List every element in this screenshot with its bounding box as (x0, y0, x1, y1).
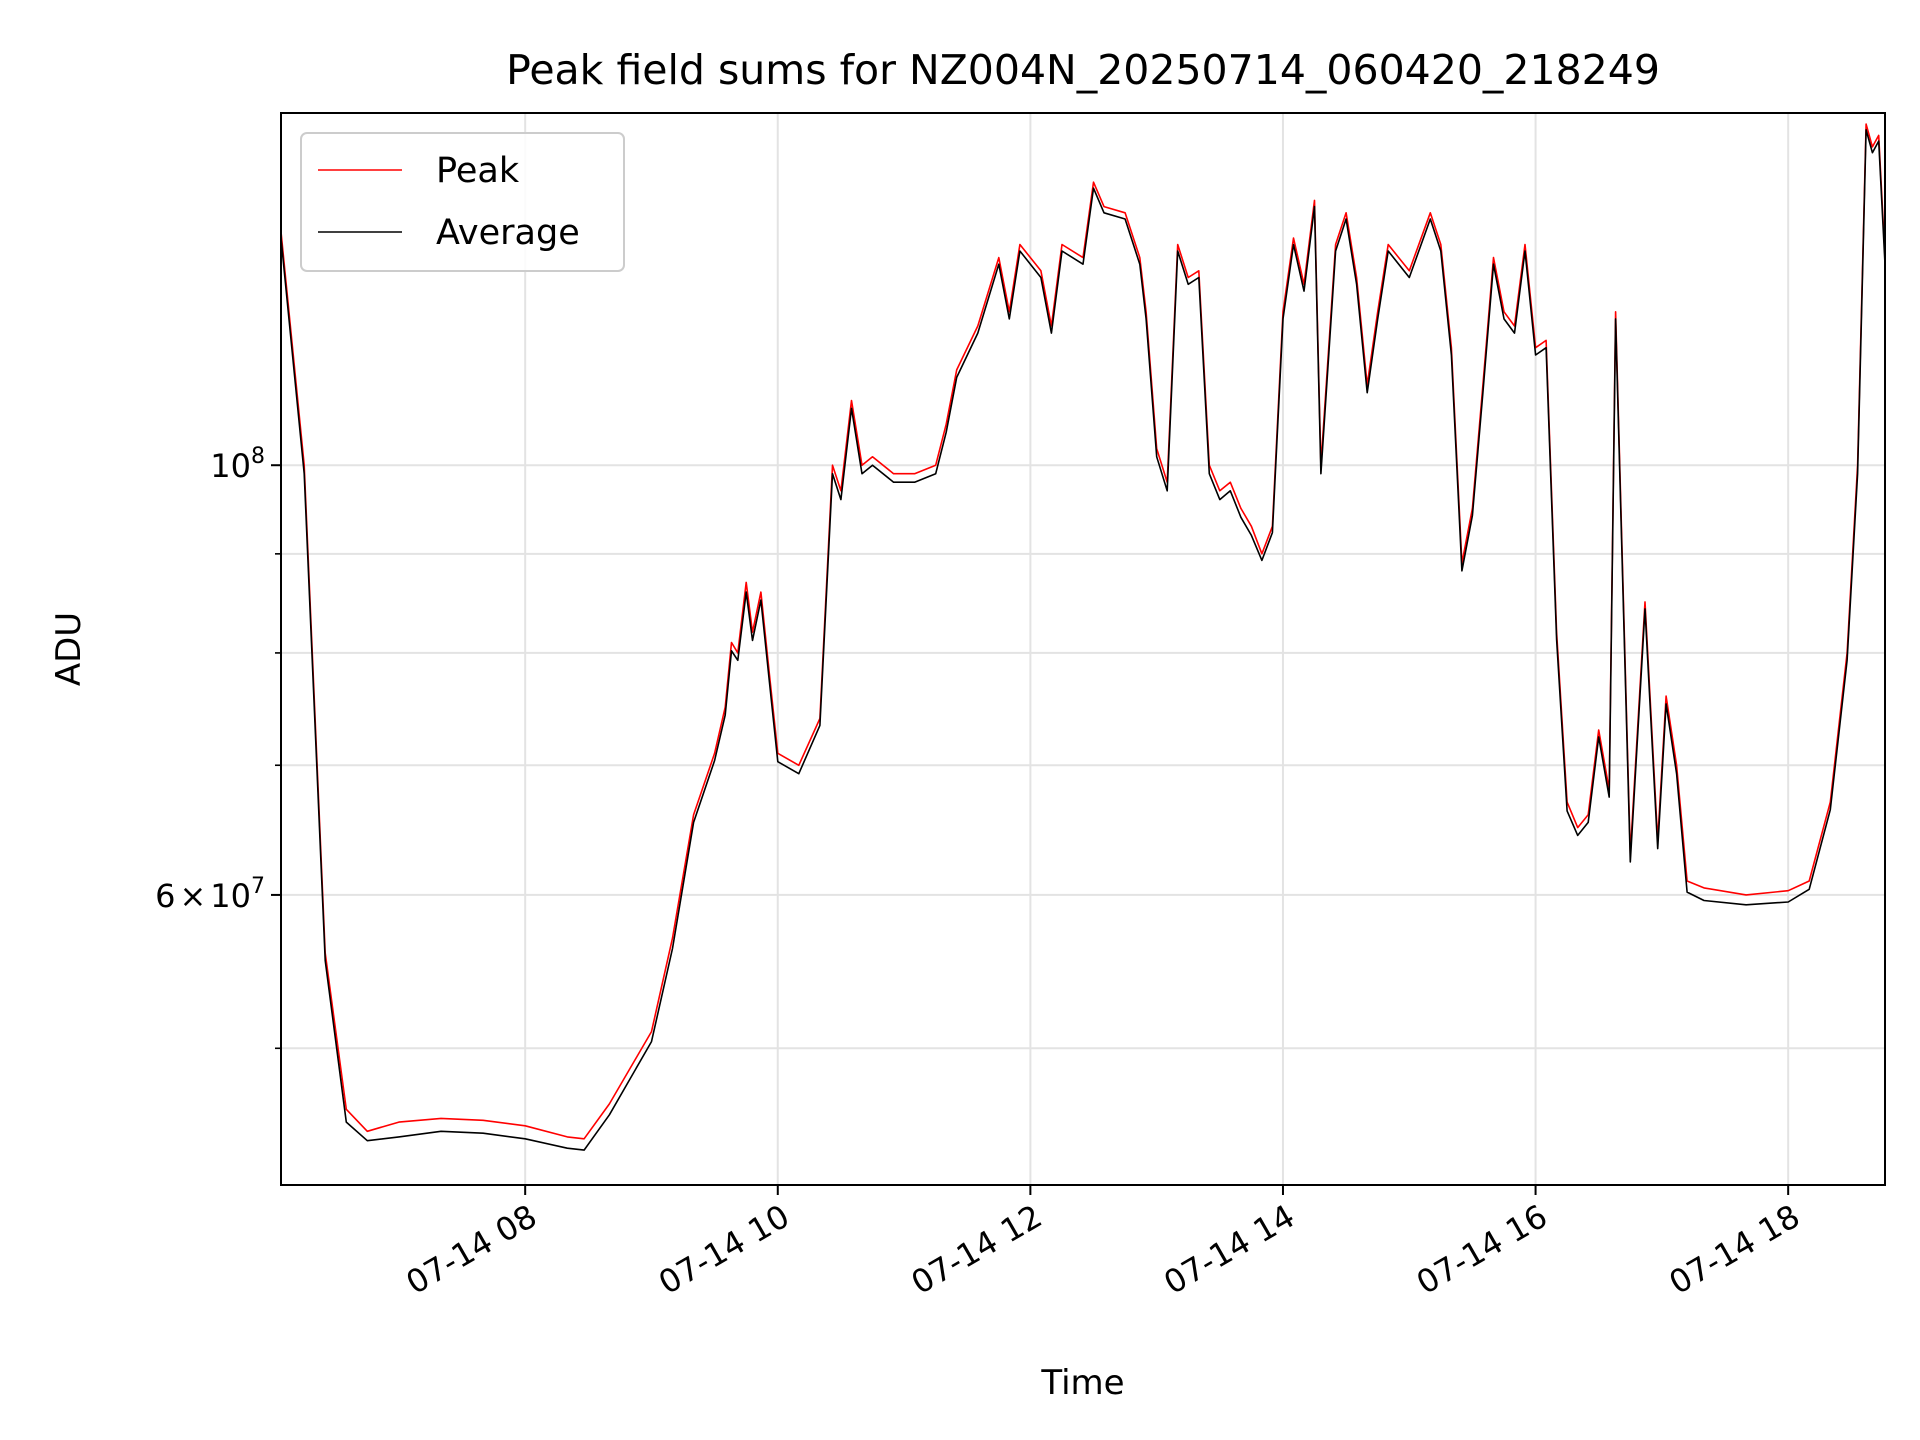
x-axis-label: Time (1040, 1363, 1124, 1403)
legend: Peak Average (300, 132, 625, 272)
plot-frame (280, 112, 1886, 1186)
y-axis-label: ADU (49, 612, 89, 686)
legend-box (300, 132, 625, 272)
series-line-average (281, 129, 1885, 1151)
y-axis: 108 6 × 107 (155, 444, 281, 1050)
y-tick-label: 6 × 107 (155, 874, 265, 915)
plot-area (281, 123, 1885, 1151)
grid (281, 113, 1885, 1185)
y-tick-label: 108 (210, 444, 265, 485)
chart-title: Peak field sums for NZ004N_20250714_0604… (506, 46, 1660, 94)
legend-label-peak: Peak (436, 151, 520, 191)
legend-label-average: Average (436, 213, 580, 253)
